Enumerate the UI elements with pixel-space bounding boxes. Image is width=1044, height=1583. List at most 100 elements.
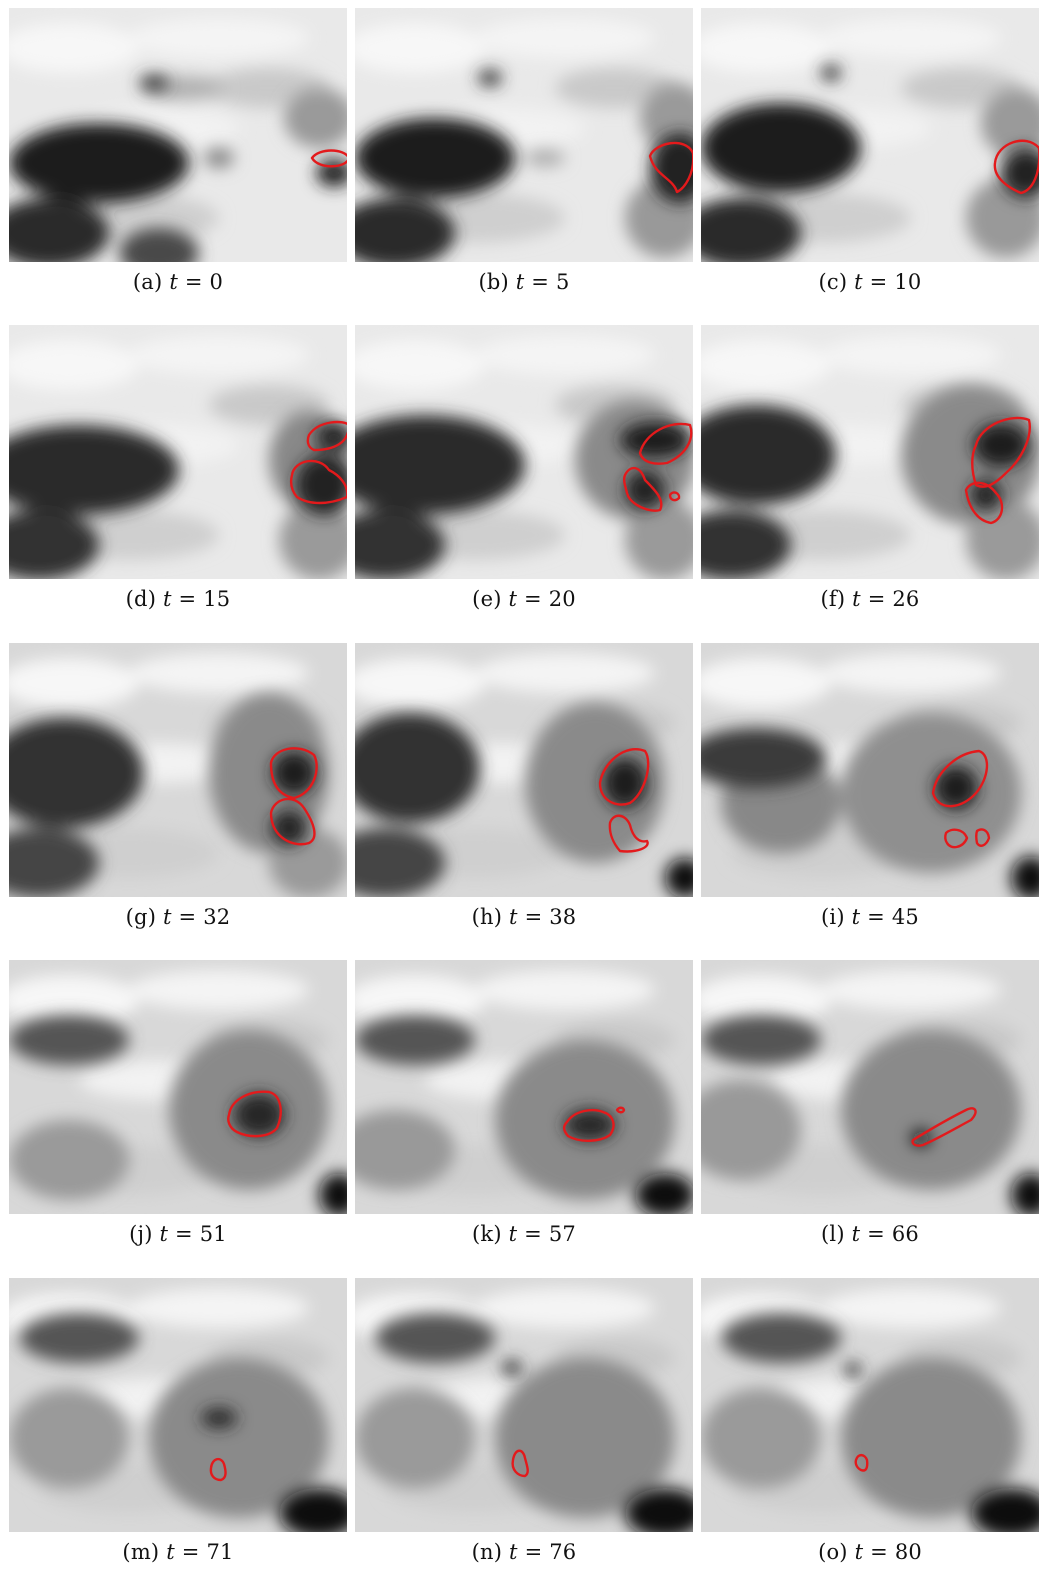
figure-panel: (a) t = 0 — [9, 8, 347, 308]
panel-label: (i) — [821, 905, 845, 929]
deep-convective-cloud — [355, 70, 693, 262]
satellite-image — [355, 325, 693, 579]
figure-panel: (j) t = 51 — [9, 960, 347, 1260]
figure-panel: (h) t = 38 — [355, 643, 693, 943]
storm-contour — [269, 797, 316, 846]
storm-contour — [975, 828, 991, 847]
panel-label: (m) — [122, 1540, 160, 1564]
panel-label: (d) — [125, 587, 157, 611]
storm-contour — [615, 1106, 626, 1114]
deep-convective-cloud — [701, 65, 1039, 262]
storm-contour — [310, 149, 347, 168]
storm-contour — [209, 1457, 227, 1482]
panel-label: (k) — [472, 1222, 502, 1246]
panel-caption: (k) t = 57 — [355, 1222, 693, 1246]
figure-panel: (f) t = 26 — [701, 325, 1039, 625]
storm-contour — [608, 814, 649, 853]
satellite-image — [9, 325, 347, 579]
storm-contour — [511, 1449, 529, 1478]
panel-caption: (b) t = 5 — [355, 270, 693, 294]
panel-label: (c) — [818, 270, 848, 294]
time-variable: t — [851, 905, 861, 929]
panel-caption: (c) t = 10 — [701, 270, 1039, 294]
panel-label: (l) — [821, 1222, 845, 1246]
equals-sign: = — [524, 1222, 542, 1246]
storm-contour — [854, 1453, 869, 1472]
deep-convective-cloud — [375, 1313, 693, 1532]
storm-contour — [911, 1107, 977, 1147]
cloud-texture — [355, 18, 675, 243]
equals-sign: = — [178, 587, 197, 611]
deep-convective-cloud — [721, 1313, 1039, 1532]
panel-caption: (e) t = 20 — [355, 587, 693, 611]
storm-contour — [289, 459, 347, 505]
equals-sign: = — [870, 1540, 888, 1564]
satellite-image — [355, 1278, 693, 1532]
mid-level-cloud — [9, 1358, 329, 1518]
time-value: 32 — [203, 905, 231, 929]
deep-convective-cloud — [9, 1015, 347, 1214]
figure-panel: (o) t = 80 — [701, 1278, 1039, 1578]
time-value: 38 — [549, 905, 577, 929]
time-value: 0 — [209, 270, 224, 294]
panel-caption: (j) t = 51 — [9, 1222, 347, 1246]
satellite-image — [9, 1278, 347, 1532]
time-value: 66 — [891, 1222, 919, 1246]
time-variable: t — [852, 587, 861, 611]
satellite-image — [701, 960, 1039, 1214]
figure-panel: (e) t = 20 — [355, 325, 693, 625]
storm-contour — [931, 749, 989, 808]
deep-convective-cloud — [9, 75, 347, 262]
time-variable: t — [159, 1222, 169, 1246]
panel-caption: (d) t = 15 — [9, 587, 347, 611]
time-variable: t — [851, 1222, 861, 1246]
time-variable: t — [854, 1540, 864, 1564]
time-value: 76 — [549, 1540, 577, 1564]
time-variable: t — [508, 1222, 518, 1246]
time-variable: t — [162, 587, 172, 611]
panel-caption: (a) t = 0 — [9, 270, 347, 294]
panel-caption: (i) t = 45 — [701, 905, 1039, 929]
mid-level-cloud — [355, 1358, 675, 1518]
satellite-image — [9, 8, 347, 262]
deep-convective-cloud — [701, 405, 1029, 579]
storm-contour — [993, 139, 1039, 195]
storm-contour — [227, 1090, 282, 1138]
equals-sign: = — [524, 587, 542, 611]
mid-level-cloud — [966, 88, 1039, 258]
time-variable: t — [169, 270, 178, 294]
deep-convective-cloud — [701, 728, 1039, 897]
satellite-image — [355, 960, 693, 1214]
equals-sign: = — [175, 1222, 193, 1246]
equals-sign: = — [524, 1540, 543, 1564]
mid-level-cloud — [701, 1358, 1021, 1518]
panel-caption: (l) t = 66 — [701, 1222, 1039, 1246]
storm-contour — [971, 416, 1031, 488]
figure-panel: (l) t = 66 — [701, 960, 1039, 1260]
panel-label: (n) — [471, 1540, 503, 1564]
deep-convective-cloud — [355, 713, 693, 897]
time-value: 5 — [555, 270, 570, 294]
figure-panel: (n) t = 76 — [355, 1278, 693, 1578]
panel-label: (f) — [820, 587, 846, 611]
equals-sign: = — [524, 905, 543, 929]
storm-contour — [598, 748, 650, 806]
storm-contour — [306, 420, 347, 452]
storm-contour — [668, 491, 681, 502]
satellite-image — [355, 643, 693, 897]
mid-level-cloud — [701, 1030, 1021, 1190]
satellite-image — [355, 8, 693, 262]
satellite-image — [701, 325, 1039, 579]
panel-label: (a) — [132, 270, 163, 294]
time-variable: t — [509, 905, 518, 929]
time-variable: t — [166, 1540, 175, 1564]
equals-sign: = — [869, 270, 888, 294]
equals-sign: = — [178, 905, 197, 929]
figure-panel: (g) t = 32 — [9, 643, 347, 943]
time-value: 26 — [892, 587, 920, 611]
panel-caption: (n) t = 76 — [355, 1540, 693, 1564]
time-variable: t — [508, 587, 518, 611]
satellite-image — [701, 1278, 1039, 1532]
time-variable: t — [162, 905, 172, 929]
